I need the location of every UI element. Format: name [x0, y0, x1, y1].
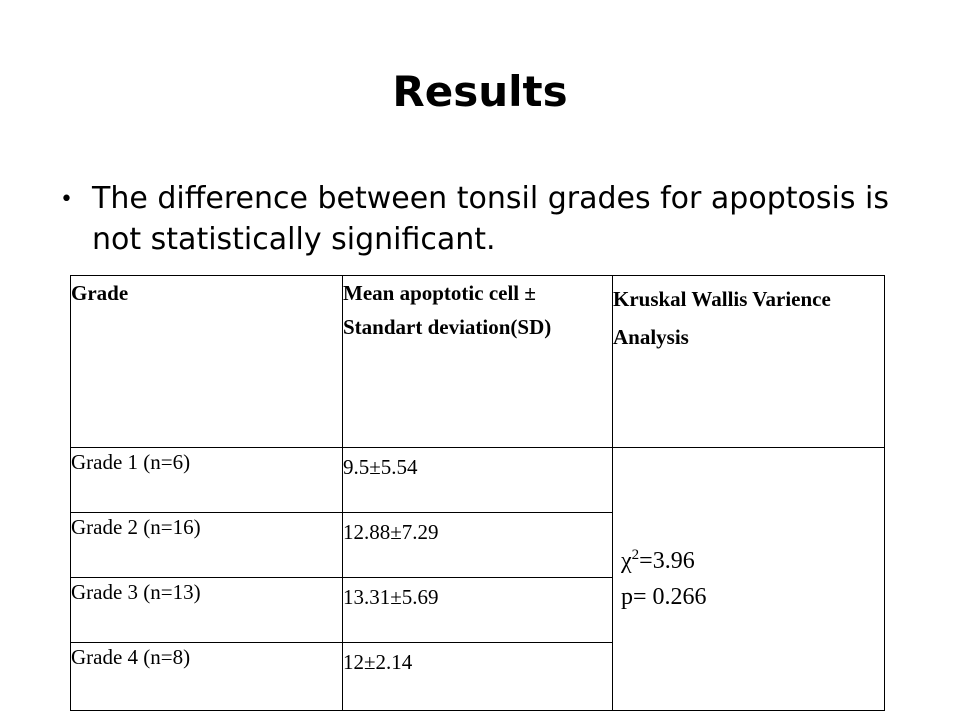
chi-symbol: χ: [621, 548, 632, 574]
grade-cell: Grade 1 (n=6): [70, 447, 343, 513]
bullet-list: • The difference between tonsil grades f…: [56, 178, 916, 260]
mean-sd-cell: 12±2.14: [342, 642, 613, 711]
chi-square-value: χ2=3.96: [621, 543, 878, 579]
results-table: Grade Mean apoptotic cell ± Standart dev…: [70, 275, 885, 711]
header-mean-sd: Mean apoptotic cell ± Standart deviation…: [342, 275, 613, 448]
mean-sd-cell: 9.5±5.54: [342, 447, 613, 513]
bullet-item: • The difference between tonsil grades f…: [56, 178, 916, 260]
table-row: Grade 3 (n=13) 13.31±5.69: [70, 577, 885, 643]
header-grade: Grade: [70, 275, 343, 448]
grade-cell: Grade 4 (n=8): [70, 642, 343, 711]
header-kruskal-wallis: Kruskal Wallis Varience Analysis: [612, 275, 885, 448]
table-row: Grade 2 (n=16) 12.88±7.29: [70, 512, 885, 578]
mean-sd-cell: 12.88±7.29: [342, 512, 613, 578]
grade-cell: Grade 2 (n=16): [70, 512, 343, 578]
chi-value: =3.96: [639, 548, 695, 574]
bullet-text: The difference between tonsil grades for…: [92, 181, 889, 257]
grade-cell: Grade 3 (n=13): [70, 577, 343, 643]
kruskal-wallis-result-cell: χ2=3.96 p= 0.266: [612, 447, 885, 711]
table-row: Grade 4 (n=8) 12±2.14: [70, 642, 885, 711]
table-header-row: Grade Mean apoptotic cell ± Standart dev…: [70, 275, 885, 448]
mean-sd-cell: 13.31±5.69: [342, 577, 613, 643]
table-row: Grade 1 (n=6) 9.5±5.54 χ2=3.96 p= 0.266: [70, 447, 885, 711]
slide-title: Results: [392, 67, 568, 116]
p-value: p= 0.266: [621, 584, 707, 610]
chi-exponent: 2: [631, 547, 640, 563]
bullet-dot-icon: •: [60, 187, 73, 212]
